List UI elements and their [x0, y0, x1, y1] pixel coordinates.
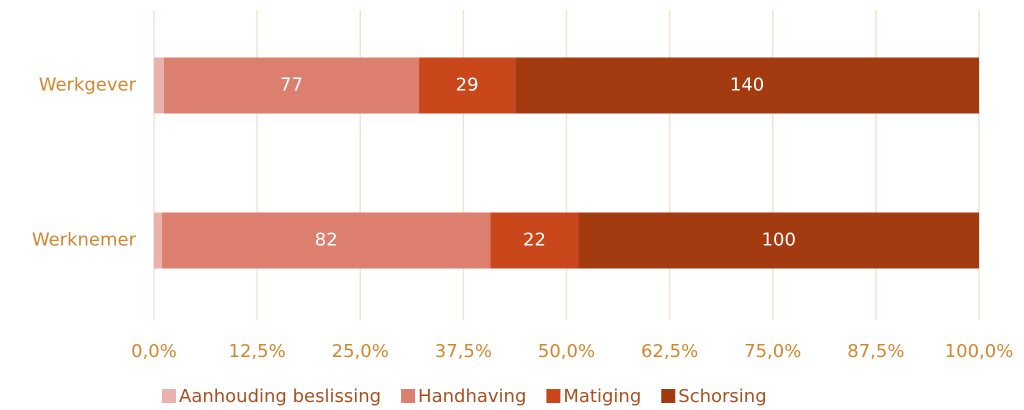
x-tick-label: 100,0% [945, 341, 1014, 362]
x-tick-label: 0,0% [131, 341, 177, 362]
legend-swatch [401, 389, 416, 403]
legend-label: Schorsing [678, 386, 766, 407]
x-tick-label: 12,5% [229, 341, 286, 362]
bar-segment [490, 212, 579, 269]
legend-label: Matiging [563, 386, 641, 407]
bar-segment [154, 212, 163, 269]
bar-segment [578, 212, 979, 269]
x-tick-label: 62,5% [641, 341, 698, 362]
legend-swatch [661, 389, 676, 403]
x-tick-label: 75,0% [744, 341, 801, 362]
y-tick-label: Werkgever [39, 75, 137, 96]
data-label: 100 [762, 230, 796, 251]
legend-label: Handhaving [418, 386, 526, 407]
x-tick-label: 25,0% [332, 341, 389, 362]
x-tick-label: 87,5% [847, 341, 904, 362]
x-tick-label: 37,5% [435, 341, 492, 362]
bar-segment [163, 57, 420, 114]
legend-swatch [162, 389, 176, 403]
data-label: 140 [730, 75, 764, 96]
bar-segment [419, 57, 516, 114]
bar-segment [154, 57, 164, 114]
x-tick-label: 50,0% [538, 341, 595, 362]
data-label: 82 [315, 230, 338, 251]
bar-segment [162, 212, 491, 269]
legend-label: Aanhouding beslissing [179, 386, 381, 407]
data-label: 29 [456, 75, 479, 96]
legend-swatch [546, 389, 561, 403]
bar-segment [515, 57, 979, 114]
y-tick-label: Werknemer [32, 230, 137, 251]
data-label: 22 [523, 230, 546, 251]
data-label: 77 [280, 75, 303, 96]
